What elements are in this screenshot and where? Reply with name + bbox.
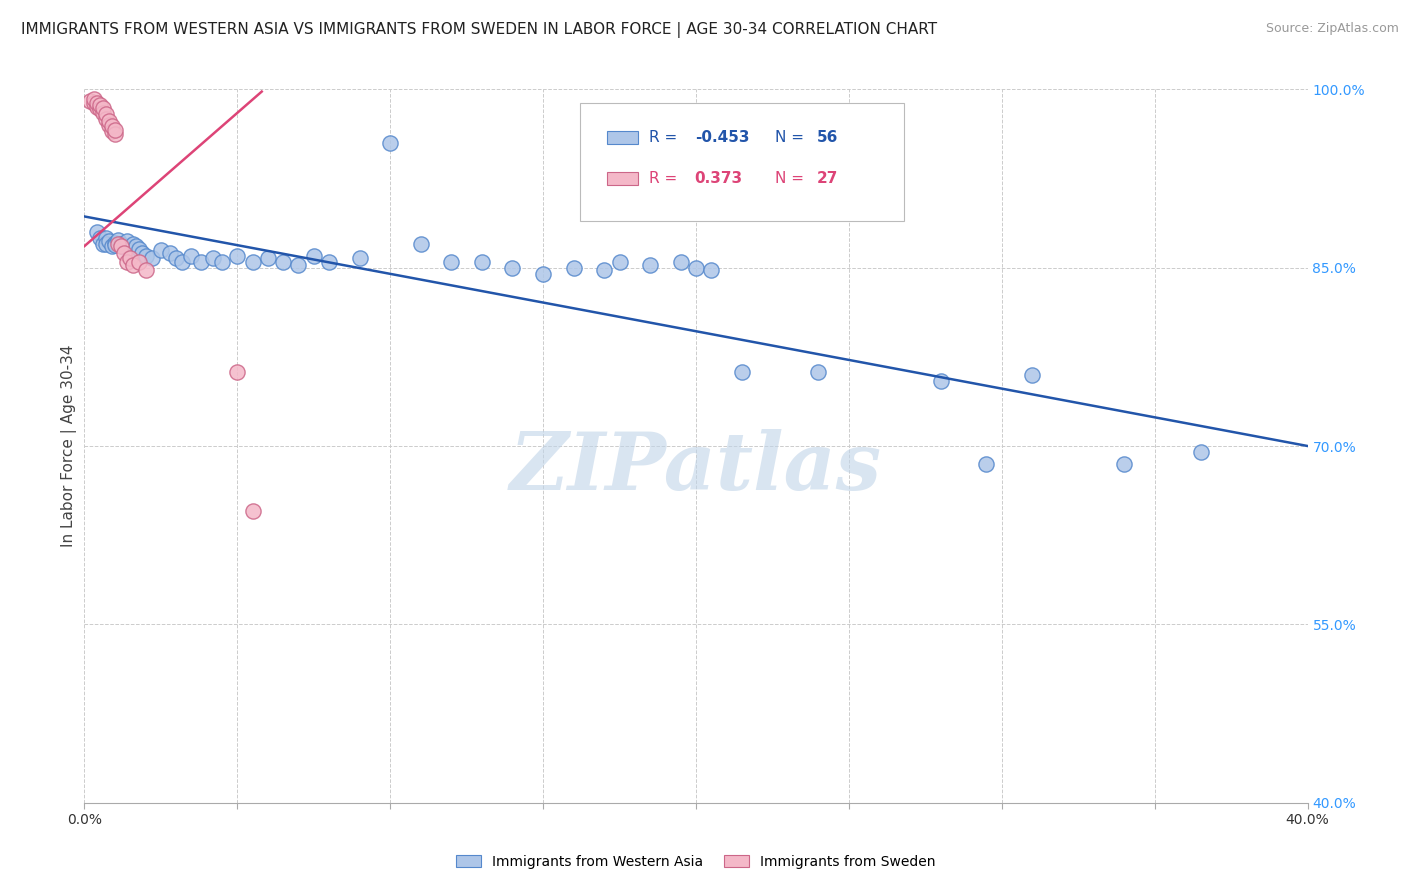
Point	[242, 504, 264, 518]
Text: IMMIGRANTS FROM WESTERN ASIA VS IMMIGRANTS FROM SWEDEN IN LABOR FORCE | AGE 30-3: IMMIGRANTS FROM WESTERN ASIA VS IMMIGRAN…	[21, 22, 938, 38]
FancyBboxPatch shape	[606, 131, 637, 145]
Point	[115, 254, 138, 268]
Point	[929, 374, 952, 388]
Point	[79, 94, 101, 108]
Point	[1021, 368, 1043, 382]
Point	[172, 254, 194, 268]
Point	[86, 100, 108, 114]
Point	[110, 239, 132, 253]
Point	[104, 128, 127, 142]
Point	[125, 239, 148, 253]
Point	[83, 96, 105, 111]
Point	[104, 235, 127, 250]
Point	[609, 254, 631, 268]
Point	[1114, 457, 1136, 471]
Point	[89, 97, 111, 112]
Point	[91, 106, 114, 120]
Point	[638, 258, 661, 272]
Point	[201, 251, 224, 265]
Point	[101, 124, 124, 138]
Point	[440, 254, 463, 268]
Text: 27: 27	[817, 171, 838, 186]
Point	[471, 254, 494, 268]
Point	[562, 260, 585, 275]
Point	[104, 238, 127, 252]
Point	[380, 136, 402, 150]
Point	[211, 254, 233, 268]
Point	[318, 254, 340, 268]
Point	[94, 112, 117, 126]
Point	[271, 254, 294, 268]
Point	[86, 96, 108, 111]
Text: R =: R =	[650, 171, 688, 186]
Point	[110, 236, 132, 251]
Point	[89, 231, 111, 245]
Point	[149, 243, 172, 257]
Point	[101, 239, 124, 253]
Point	[165, 251, 187, 265]
Point	[128, 254, 150, 268]
Point	[107, 233, 129, 247]
Point	[257, 251, 280, 265]
Point	[89, 103, 111, 117]
Point	[190, 254, 212, 268]
Legend: Immigrants from Western Asia, Immigrants from Sweden: Immigrants from Western Asia, Immigrants…	[450, 849, 942, 874]
Point	[91, 236, 114, 251]
Point	[120, 251, 142, 265]
Point	[159, 246, 181, 260]
Point	[107, 236, 129, 251]
Text: -0.453: -0.453	[695, 130, 749, 145]
Point	[131, 246, 153, 260]
Point	[287, 258, 309, 272]
Point	[112, 240, 135, 254]
Point	[302, 249, 325, 263]
Point	[135, 249, 157, 263]
Text: 56: 56	[817, 130, 838, 145]
Point	[112, 246, 135, 260]
Point	[226, 365, 249, 379]
Point	[141, 251, 163, 265]
Point	[115, 235, 138, 249]
Point	[128, 242, 150, 256]
Y-axis label: In Labor Force | Age 30-34: In Labor Force | Age 30-34	[62, 344, 77, 548]
Point	[349, 251, 371, 265]
Point	[135, 263, 157, 277]
Point	[97, 235, 120, 249]
Point	[91, 101, 114, 115]
Point	[685, 260, 707, 275]
Text: ZIPatlas: ZIPatlas	[510, 429, 882, 506]
Text: 0.373: 0.373	[695, 171, 742, 186]
Point	[593, 263, 616, 277]
Point	[97, 114, 120, 128]
Point	[83, 92, 105, 106]
Text: Source: ZipAtlas.com: Source: ZipAtlas.com	[1265, 22, 1399, 36]
Point	[94, 107, 117, 121]
Text: N =: N =	[776, 171, 810, 186]
FancyBboxPatch shape	[579, 103, 904, 221]
Point	[122, 258, 145, 272]
Text: R =: R =	[650, 130, 682, 145]
Text: N =: N =	[776, 130, 810, 145]
Point	[1189, 445, 1212, 459]
Point	[180, 249, 202, 263]
Point	[669, 254, 692, 268]
Point	[104, 122, 127, 136]
Point	[101, 119, 124, 133]
Point	[226, 249, 249, 263]
Point	[94, 236, 117, 251]
Point	[531, 267, 554, 281]
Point	[731, 365, 754, 379]
Point	[122, 236, 145, 251]
Point	[97, 118, 120, 132]
FancyBboxPatch shape	[606, 172, 637, 185]
Point	[807, 365, 830, 379]
Point	[94, 231, 117, 245]
Point	[976, 457, 998, 471]
Point	[409, 236, 432, 251]
Point	[502, 260, 524, 275]
Point	[86, 225, 108, 239]
Point	[242, 254, 264, 268]
Point	[700, 263, 723, 277]
Point	[120, 243, 142, 257]
